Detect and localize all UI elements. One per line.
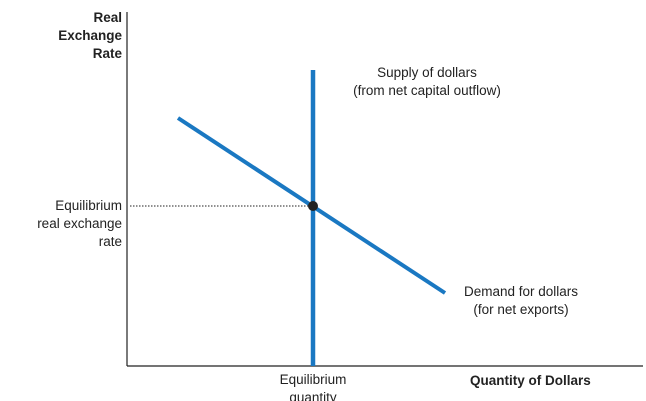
y-axis-label: Real Exchange Rate (10, 9, 122, 63)
equilibrium-quantity-label-line-1: Equilibrium (279, 372, 347, 387)
equilibrium-point (308, 201, 318, 211)
y-axis-label-line-1: Real (93, 10, 122, 25)
equilibrium-rate-label-line-3: rate (98, 234, 122, 249)
supply-label-line-2: (from net capital outflow) (353, 83, 501, 98)
y-axis-label-line-2: Exchange (58, 28, 122, 43)
supply-curve-label: Supply of dollars (from net capital outf… (322, 64, 532, 100)
demand-label-line-2: (for net exports) (473, 302, 569, 317)
demand-curve-label: Demand for dollars (for net exports) (446, 283, 596, 319)
equilibrium-quantity-label-line-2: quantity (289, 390, 337, 401)
supply-label-line-1: Supply of dollars (377, 65, 477, 80)
y-axis-label-line-3: Rate (92, 46, 122, 61)
equilibrium-rate-label-line-2: real exchange (37, 216, 122, 231)
equilibrium-quantity-label: Equilibrium quantity (242, 371, 384, 401)
equilibrium-rate-label-line-1: Equilibrium (55, 198, 122, 213)
demand-label-line-1: Demand for dollars (463, 284, 579, 299)
x-axis-label: Quantity of Dollars (470, 373, 591, 388)
equilibrium-rate-label: Equilibrium real exchange rate (2, 197, 122, 251)
